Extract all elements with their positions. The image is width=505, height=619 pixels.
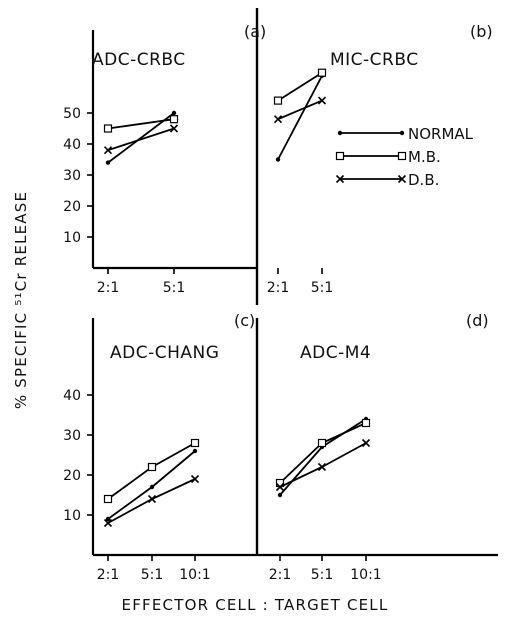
panel-c-point-dot: [105, 516, 111, 522]
legend-label: D.B.: [408, 171, 439, 189]
panel-c-title: ADC-CHANG: [110, 343, 219, 363]
legend-marker-start-x: [335, 174, 345, 184]
panel-b-xtick-label: 5:1: [311, 280, 334, 296]
legend-label: M.B.: [408, 148, 441, 166]
panel-d-point-dot: [277, 492, 283, 498]
legend-marker-start-x-stroke-2: [335, 174, 345, 184]
panel-c-point-x-stroke-2: [103, 518, 113, 528]
panel-c-point-dot: [149, 484, 155, 490]
panel-d-point-x: [275, 482, 285, 492]
panel-a-ytick-label: 30: [63, 168, 81, 184]
panel-b-series-db-line: [277, 99, 323, 121]
panel-d-point-x: [361, 438, 371, 448]
panel-c-point-x: [103, 518, 113, 528]
panel-a-point-dot: [171, 110, 177, 116]
panel-c-xtick-label: 5:1: [141, 567, 164, 583]
panel-a-series-mb-line: [107, 118, 175, 130]
panel-b-point-x: [317, 96, 327, 105]
panel-b-point-square: [273, 96, 283, 105]
panel-a-point-x: [103, 146, 113, 155]
panel-b-point-dot: [275, 157, 281, 162]
panel-d-series-mb-line: [279, 422, 367, 484]
panel-c-ytick-label: 10: [63, 508, 81, 524]
text-layer: 10 20 30 40 50 2:1 5:1 ADC-CRBC (a) 2:1 5:1 MIC-CRB…: [63, 22, 492, 583]
y-axis-label: % SPECIFIC ⁵¹Cr RELEASE: [12, 191, 30, 409]
legend-marker-end-square: [397, 151, 407, 161]
legend-marker-end-x: [397, 174, 407, 184]
panel-c-point-square: [190, 438, 200, 448]
panel-a-ytick-label: 50: [63, 106, 81, 122]
panel-b-xtick-label: 2:1: [267, 280, 290, 296]
panel-d-point-x: [317, 462, 327, 472]
panel-a-point-x-stroke-2: [103, 146, 113, 155]
legend-marker-end-dot: [399, 130, 405, 136]
panel-a-xtick-label: 5:1: [163, 280, 186, 296]
panel-b-series-mb-line: [277, 71, 323, 102]
panel-b-series-normal-line: [277, 75, 323, 160]
panel-b-point-x-stroke-2: [273, 115, 283, 124]
panel-d-xtick-label: 10:1: [350, 567, 381, 583]
panel-d-series-normal-line: [279, 418, 367, 496]
panel-c-ytick-label: 30: [63, 428, 81, 444]
panel-c-label: (c): [234, 311, 255, 330]
panel-b-title: MIC-CRBC: [330, 50, 419, 70]
panel-d-point-x-stroke-2: [361, 438, 371, 448]
panel-a-ytick-label: 20: [63, 199, 81, 215]
panel-a-point-square: [169, 115, 179, 124]
panel-c-xtick-label: 10:1: [179, 567, 210, 583]
panel-a-ytick-label: 40: [63, 137, 81, 153]
panel-d-point-x-stroke-2: [317, 462, 327, 472]
panel-a-point-x-stroke-2: [169, 124, 179, 133]
panel-b-point-square: [317, 68, 327, 77]
legend-label: NORMAL: [408, 125, 474, 143]
panel-c-point-x: [147, 494, 157, 504]
panel-d-point-x-stroke-2: [275, 482, 285, 492]
panel-d-title: ADC-M4: [300, 343, 371, 363]
panel-b-point-x: [273, 115, 283, 124]
marks-layer: [103, 68, 371, 528]
panel-c-ytick-label: 40: [63, 388, 81, 404]
panel-d-point-square: [317, 438, 327, 448]
panel-d-xtick-label: 2:1: [269, 567, 292, 583]
panel-a-series-db-line: [107, 127, 175, 152]
legend-marker-start-dot: [337, 130, 343, 136]
panel-a-title: ADC-CRBC: [92, 50, 186, 70]
panel-c-point-square: [103, 494, 113, 504]
panel-a-xtick-label: 2:1: [97, 280, 120, 296]
panel-b-point-x-stroke-2: [317, 96, 327, 105]
panel-c-point-square: [147, 462, 157, 472]
legend-marker-start-square: [335, 151, 345, 161]
panel-c-point-x: [190, 474, 200, 484]
panel-b-label: (b): [470, 22, 493, 41]
panel-c-ytick-label: 20: [63, 468, 81, 484]
axes-layer: [87, 8, 498, 561]
panel-c-xtick-label: 2:1: [97, 567, 120, 583]
panel-a-label: (a): [244, 22, 266, 41]
panel-d-label: (d): [466, 311, 489, 330]
panel-a-point-dot: [105, 160, 111, 165]
panel-d-point-square: [361, 418, 371, 428]
panel-c-point-x-stroke-2: [147, 494, 157, 504]
panel-a-point-square: [103, 124, 113, 133]
panel-c-point-x-stroke-2: [190, 474, 200, 484]
panel-a-point-x: [169, 124, 179, 133]
panel-a-ytick-label: 10: [63, 230, 81, 246]
legend: NORMAL M.B. D.B.: [335, 125, 474, 189]
panel-d-xtick-label: 5:1: [311, 567, 334, 583]
legend-marker-end-x-stroke-2: [397, 174, 407, 184]
panel-c-point-dot: [192, 448, 198, 454]
x-axis-label: EFFECTOR CELL : TARGET CELL: [122, 596, 389, 614]
